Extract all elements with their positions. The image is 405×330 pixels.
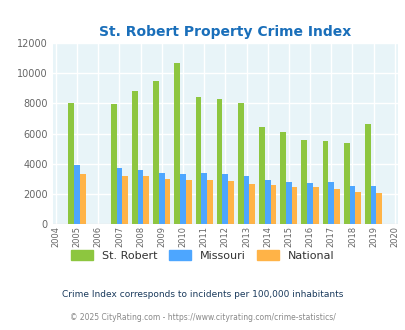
Bar	[68, 103, 74, 224]
Bar	[195, 97, 201, 224]
Bar	[343, 144, 349, 224]
Bar	[228, 181, 233, 224]
Bar	[143, 176, 149, 224]
Bar	[349, 186, 354, 224]
Bar	[74, 165, 80, 224]
Bar	[264, 180, 270, 224]
Bar	[249, 183, 254, 224]
Bar	[185, 180, 191, 224]
Bar	[80, 174, 85, 224]
Bar	[291, 187, 297, 224]
Bar	[222, 174, 228, 224]
Bar	[328, 182, 333, 224]
Bar	[132, 90, 137, 224]
Bar	[122, 176, 128, 224]
Bar	[216, 99, 222, 224]
Bar	[307, 183, 312, 224]
Bar	[153, 81, 158, 224]
Bar	[180, 174, 185, 224]
Bar	[201, 174, 207, 224]
Bar	[333, 189, 339, 224]
Bar	[370, 186, 375, 224]
Bar	[207, 180, 212, 224]
Bar	[270, 185, 275, 224]
Title: St. Robert Property Crime Index: St. Robert Property Crime Index	[99, 25, 351, 39]
Bar	[111, 104, 116, 224]
Legend: St. Robert, Missouri, National: St. Robert, Missouri, National	[66, 246, 339, 265]
Bar	[354, 192, 360, 224]
Bar	[364, 124, 370, 224]
Bar	[174, 63, 180, 224]
Bar	[301, 140, 307, 224]
Bar	[243, 176, 249, 224]
Bar	[237, 103, 243, 224]
Bar	[137, 170, 143, 224]
Bar	[279, 132, 285, 224]
Bar	[158, 173, 164, 224]
Text: Crime Index corresponds to incidents per 100,000 inhabitants: Crime Index corresponds to incidents per…	[62, 290, 343, 299]
Bar	[312, 187, 318, 224]
Bar	[258, 127, 264, 224]
Text: © 2025 CityRating.com - https://www.cityrating.com/crime-statistics/: © 2025 CityRating.com - https://www.city…	[70, 313, 335, 322]
Bar	[322, 141, 328, 224]
Bar	[375, 193, 381, 224]
Bar	[285, 182, 291, 224]
Bar	[116, 168, 122, 224]
Bar	[164, 180, 170, 224]
